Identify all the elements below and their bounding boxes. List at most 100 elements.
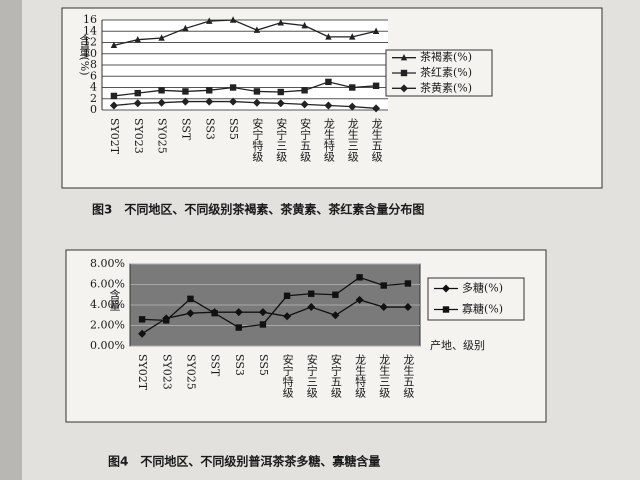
- legend-label: 茶红素(%): [420, 66, 472, 79]
- marker: [403, 303, 412, 312]
- marker: [300, 100, 309, 109]
- y-tick-label: 2: [90, 92, 97, 105]
- legend-label: 茶黄素(%): [420, 80, 472, 94]
- legend-label: 茶褐素(%): [420, 50, 472, 64]
- y-tick-label: 8: [90, 58, 97, 71]
- y-tick-label: 10: [83, 47, 97, 60]
- y-tick-label: 12: [83, 36, 97, 49]
- x-tick-label: SY025: [184, 354, 197, 390]
- x-tick-label: 安宁三级: [275, 117, 288, 163]
- x-tick-label: 安宁特级: [251, 117, 264, 163]
- marker: [349, 33, 356, 40]
- marker: [332, 291, 339, 298]
- x-tick-label: SY025: [156, 118, 169, 154]
- series-line: [113, 100, 377, 109]
- series-line: [142, 276, 408, 329]
- y-tick-label: 6: [90, 69, 97, 82]
- marker: [134, 35, 141, 43]
- marker: [181, 97, 190, 106]
- x-tick-label: 龙生特级: [354, 354, 367, 399]
- marker: [331, 311, 340, 320]
- x-tick-label: 安宁三级: [305, 353, 318, 399]
- marker: [442, 306, 450, 313]
- x-tick-label: 龙生五级: [370, 118, 383, 163]
- x-tick-label: SY023: [160, 354, 173, 390]
- marker: [235, 324, 242, 331]
- y-tick-label: 4: [90, 81, 97, 94]
- marker: [229, 84, 237, 91]
- x-axis-label: 产地、级别: [430, 338, 485, 352]
- marker: [307, 303, 316, 312]
- x-tick-label: SST: [179, 118, 192, 141]
- marker: [372, 104, 381, 113]
- marker: [258, 308, 267, 317]
- marker: [301, 87, 308, 94]
- marker: [182, 24, 189, 32]
- marker: [138, 329, 147, 338]
- marker: [158, 87, 165, 94]
- marker: [277, 19, 284, 26]
- marker: [158, 34, 165, 41]
- marker: [211, 310, 218, 317]
- chart-caption: 图4 不同地区、不同级别普洱茶茶多糖、寡糖含量: [108, 454, 380, 469]
- legend-box: [427, 277, 525, 321]
- y-tick-label: 2.00%: [90, 319, 125, 332]
- marker: [380, 282, 387, 289]
- y-tick-label: 8.00%: [90, 257, 125, 270]
- y-tick-label: 14: [83, 24, 97, 37]
- x-tick-label: SY02T: [136, 354, 149, 391]
- x-tick-label: SST: [209, 354, 222, 377]
- marker: [109, 101, 118, 110]
- marker: [134, 89, 141, 97]
- y-axis-label: 含量(%): [78, 33, 91, 75]
- marker: [348, 102, 357, 111]
- marker: [234, 308, 243, 317]
- marker: [325, 78, 332, 86]
- marker: [276, 99, 285, 108]
- x-tick-label: 安宁五级: [329, 353, 342, 399]
- x-tick-label: SS3: [203, 118, 216, 140]
- marker: [400, 53, 408, 61]
- marker: [442, 284, 450, 293]
- marker: [229, 97, 238, 106]
- marker: [372, 82, 380, 90]
- marker: [206, 87, 213, 94]
- x-tick-label: SS5: [257, 354, 270, 376]
- chart-caption: 图3 不同地区、不同级别茶褐素、茶黄素、茶红素含量分布图: [92, 202, 424, 217]
- marker: [349, 84, 356, 91]
- marker: [229, 16, 237, 23]
- marker: [325, 33, 332, 40]
- marker: [110, 92, 118, 100]
- x-tick-label: 龙生三级: [378, 354, 391, 399]
- marker: [133, 99, 142, 108]
- y-axis-label: 含量: [108, 288, 121, 311]
- legend-label: 寡糖(%): [462, 302, 503, 316]
- marker: [301, 21, 308, 29]
- x-tick-label: SY023: [132, 118, 145, 154]
- marker: [400, 84, 408, 93]
- marker: [324, 101, 333, 110]
- series-line: [113, 19, 377, 46]
- marker: [186, 309, 195, 318]
- series-line: [113, 81, 377, 97]
- marker: [206, 17, 213, 24]
- marker: [163, 317, 170, 324]
- page-edge: [0, 0, 22, 480]
- series-line: [141, 299, 408, 335]
- marker: [283, 312, 292, 321]
- marker: [404, 280, 412, 287]
- x-tick-label: 安宁五级: [299, 117, 312, 163]
- x-tick-label: 龙生特级: [322, 118, 335, 163]
- x-tick-label: 龙生五级: [402, 354, 415, 399]
- marker: [400, 69, 408, 77]
- y-tick-label: 16: [83, 13, 97, 26]
- marker: [356, 274, 363, 281]
- marker: [372, 27, 380, 34]
- y-tick-label: 0.00%: [90, 339, 125, 352]
- y-tick-label: 0: [90, 103, 97, 116]
- marker: [182, 88, 189, 95]
- x-tick-label: SY02T: [108, 118, 121, 155]
- marker: [138, 316, 146, 323]
- marker: [308, 290, 315, 297]
